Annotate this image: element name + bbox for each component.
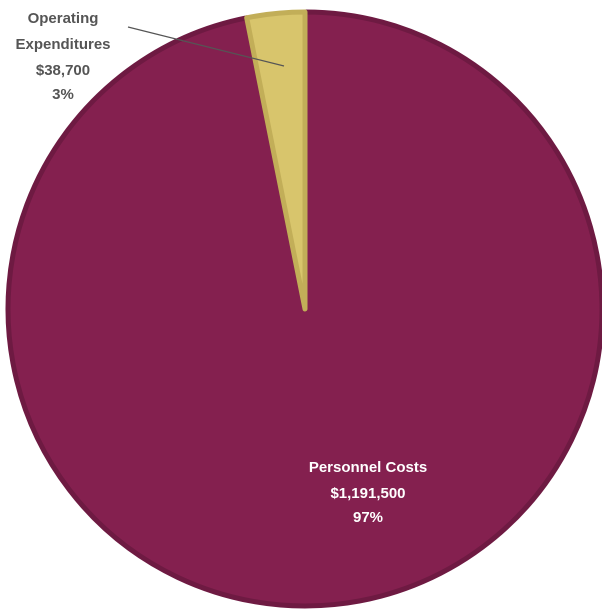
slice-label-value: $38,700: [36, 62, 90, 79]
slice-label-name-line-1: Operating: [28, 10, 99, 27]
pie-slice-operating-expenditures: [244, 9, 308, 312]
slice-label-percent: 97%: [353, 509, 383, 526]
pie-slices: [5, 9, 602, 609]
slice-label-name: Personnel Costs: [309, 459, 427, 476]
leader-line-operating-expenditures: [127, 26, 285, 67]
label-personnel-costs: Personnel Costs $1,191,500 97%: [309, 459, 427, 526]
slice-label-value: $1,191,500: [330, 485, 405, 502]
slice-label-name-line-2: Expenditures: [15, 36, 110, 53]
slice-label-percent: 3%: [52, 86, 74, 103]
label-operating-expenditures: Operating Expenditures $38,700 3%: [15, 10, 110, 103]
